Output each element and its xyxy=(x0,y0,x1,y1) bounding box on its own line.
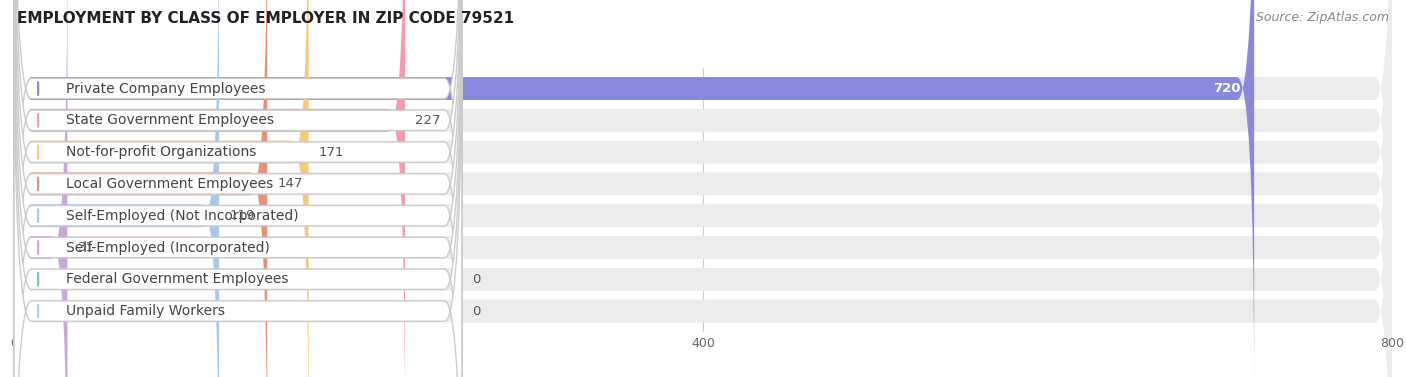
FancyBboxPatch shape xyxy=(14,0,219,377)
FancyBboxPatch shape xyxy=(14,0,1392,377)
Text: State Government Employees: State Government Employees xyxy=(66,113,274,127)
FancyBboxPatch shape xyxy=(14,0,463,377)
FancyBboxPatch shape xyxy=(14,0,1392,377)
Text: 720: 720 xyxy=(1213,82,1240,95)
Text: 119: 119 xyxy=(229,209,254,222)
Text: Local Government Employees: Local Government Employees xyxy=(66,177,273,191)
Text: Federal Government Employees: Federal Government Employees xyxy=(66,272,288,286)
FancyBboxPatch shape xyxy=(14,0,1254,377)
FancyBboxPatch shape xyxy=(14,0,1392,377)
FancyBboxPatch shape xyxy=(14,0,267,377)
FancyBboxPatch shape xyxy=(14,3,463,377)
FancyBboxPatch shape xyxy=(14,0,463,377)
FancyBboxPatch shape xyxy=(14,0,405,377)
FancyBboxPatch shape xyxy=(14,0,463,377)
Text: 0: 0 xyxy=(472,305,481,317)
Text: 227: 227 xyxy=(415,114,441,127)
Text: 171: 171 xyxy=(319,146,344,159)
FancyBboxPatch shape xyxy=(14,0,1392,377)
Text: 31: 31 xyxy=(77,241,94,254)
Text: Not-for-profit Organizations: Not-for-profit Organizations xyxy=(66,145,256,159)
Text: Unpaid Family Workers: Unpaid Family Workers xyxy=(66,304,225,318)
FancyBboxPatch shape xyxy=(14,0,1392,377)
FancyBboxPatch shape xyxy=(14,0,1392,377)
Text: 147: 147 xyxy=(277,178,302,190)
FancyBboxPatch shape xyxy=(14,0,463,377)
FancyBboxPatch shape xyxy=(14,0,463,377)
Text: Self-Employed (Incorporated): Self-Employed (Incorporated) xyxy=(66,241,270,254)
Text: 0: 0 xyxy=(472,273,481,286)
FancyBboxPatch shape xyxy=(14,5,1392,377)
Text: Private Company Employees: Private Company Employees xyxy=(66,81,266,95)
FancyBboxPatch shape xyxy=(14,0,463,377)
FancyBboxPatch shape xyxy=(14,0,1392,377)
FancyBboxPatch shape xyxy=(14,0,67,377)
FancyBboxPatch shape xyxy=(14,0,463,377)
Text: Source: ZipAtlas.com: Source: ZipAtlas.com xyxy=(1256,11,1389,24)
Text: EMPLOYMENT BY CLASS OF EMPLOYER IN ZIP CODE 79521: EMPLOYMENT BY CLASS OF EMPLOYER IN ZIP C… xyxy=(17,11,515,26)
FancyBboxPatch shape xyxy=(14,0,308,377)
Text: Self-Employed (Not Incorporated): Self-Employed (Not Incorporated) xyxy=(66,209,298,223)
